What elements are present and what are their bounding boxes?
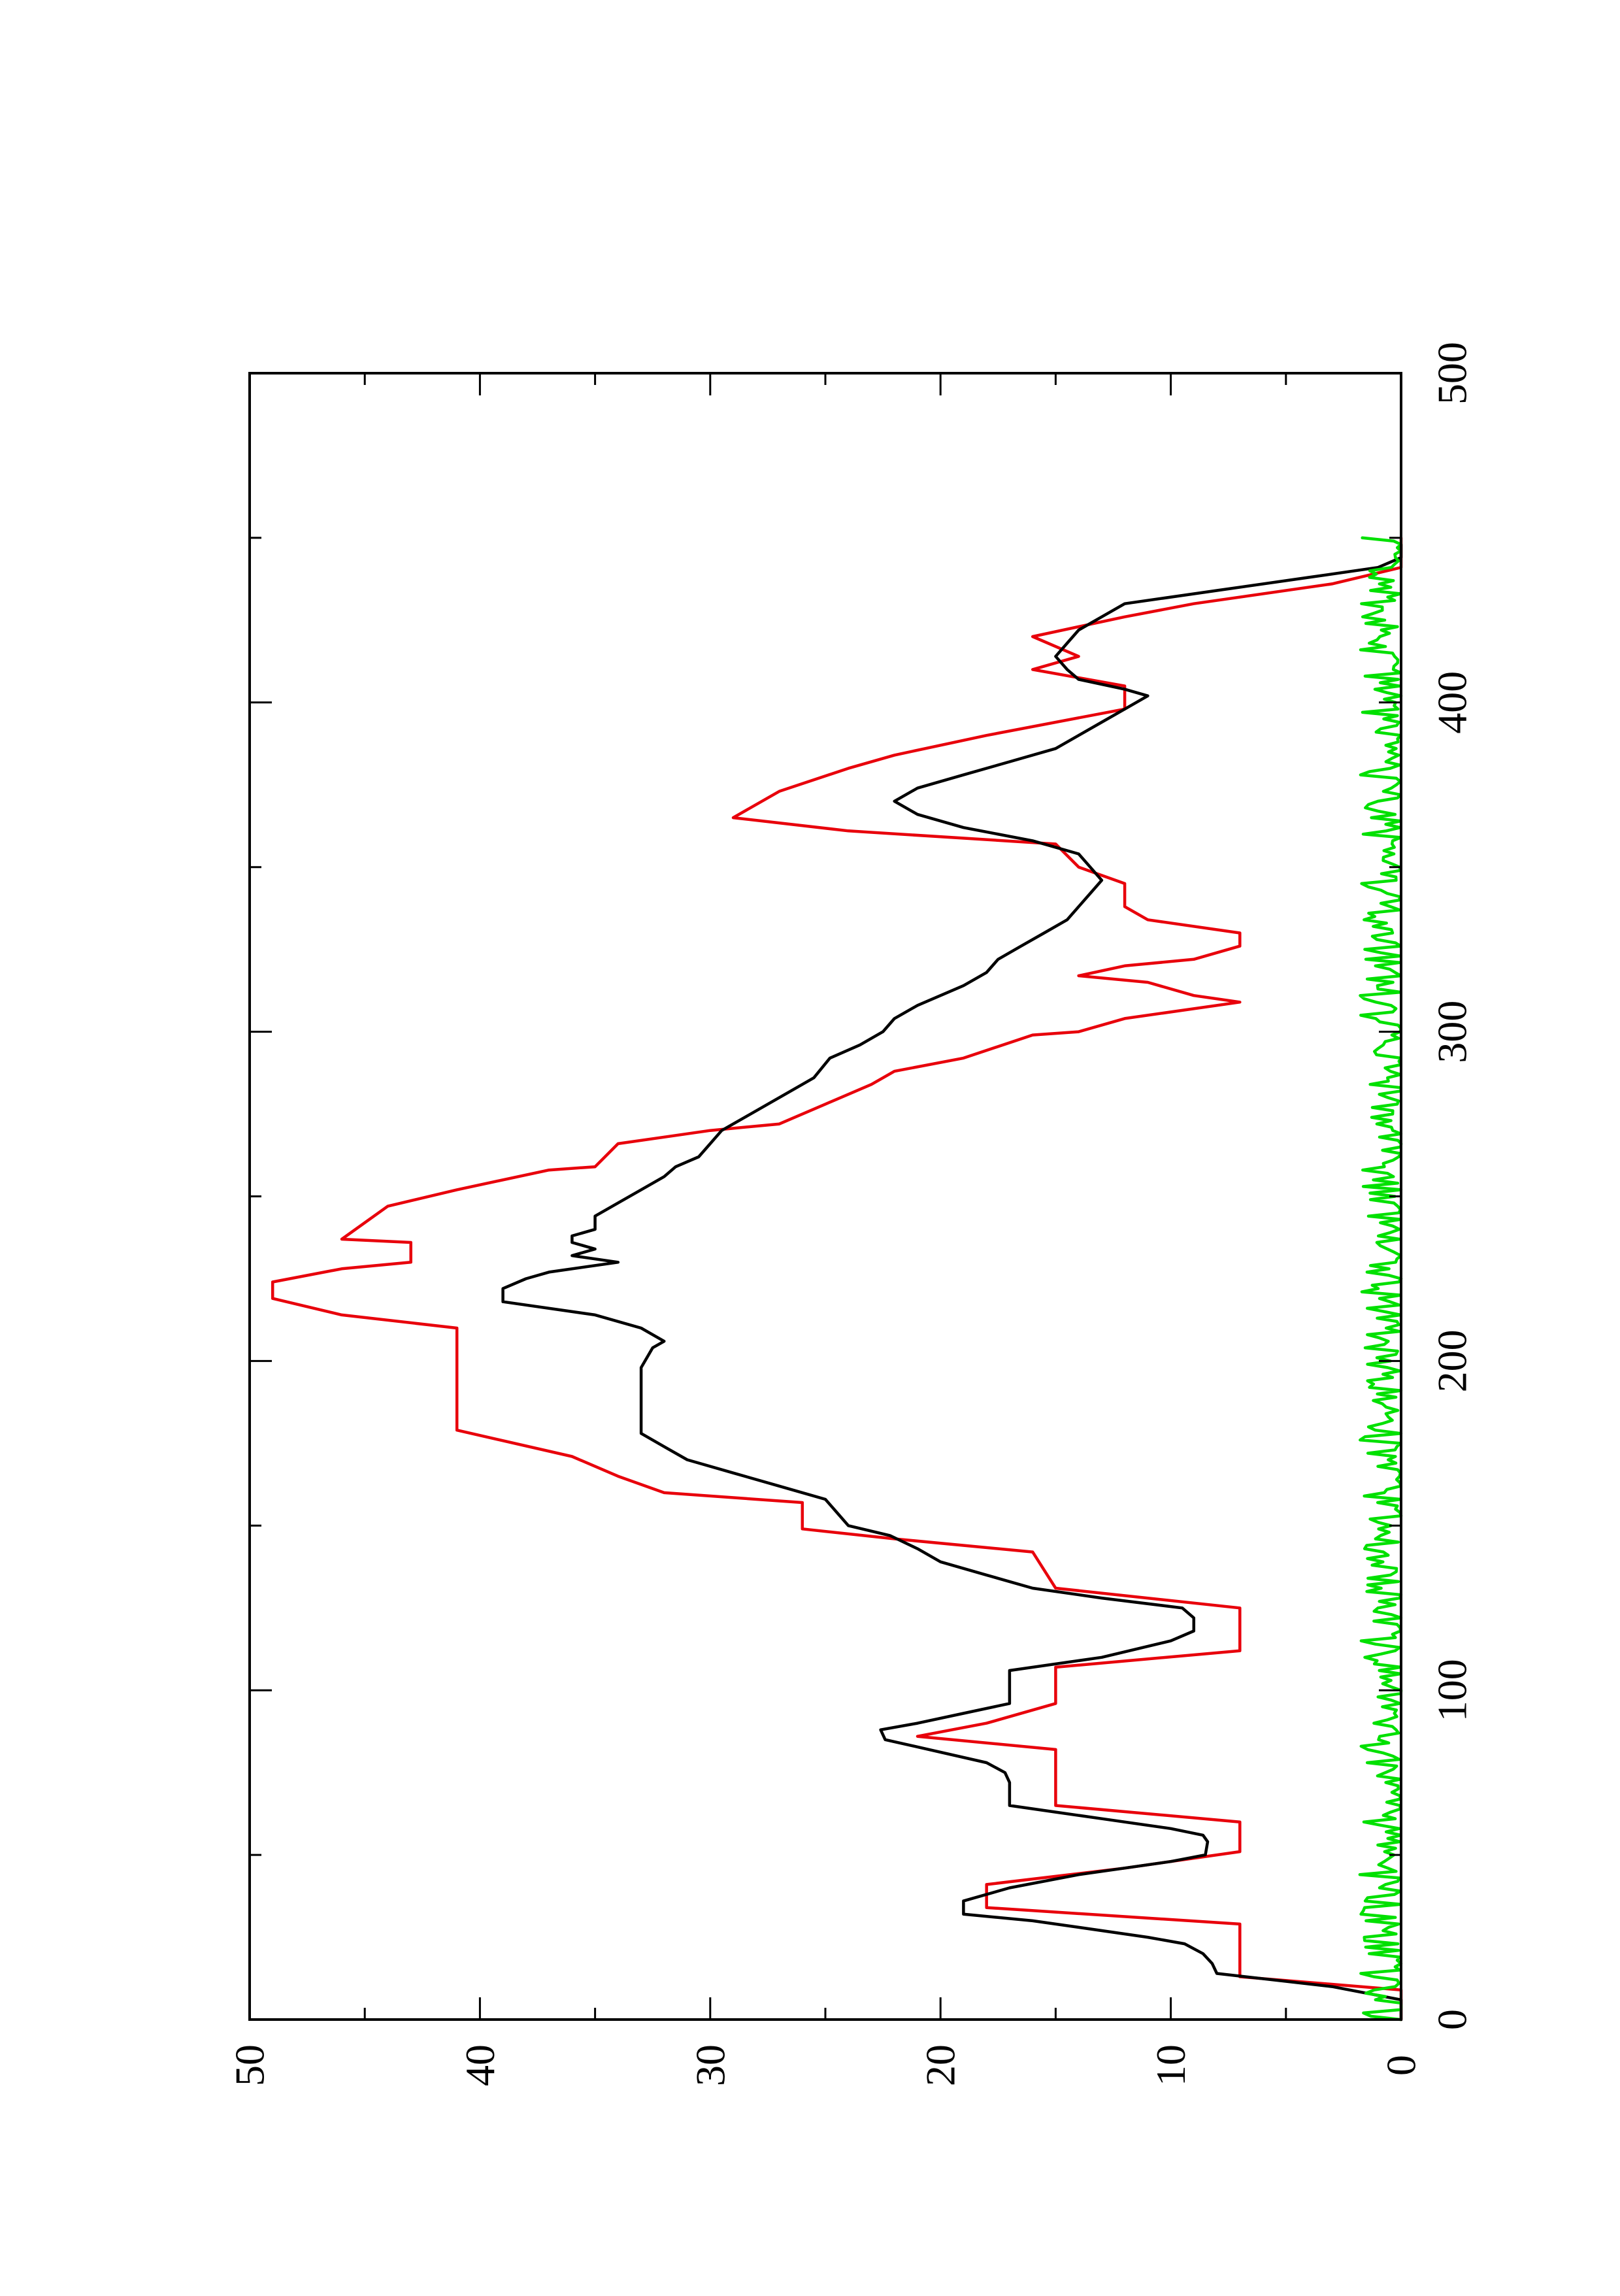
y-tick-label: 40 — [457, 2044, 503, 2086]
series-line-2 — [501, 542, 1403, 2021]
y-tick-label: 0 — [1378, 2055, 1425, 2076]
x-tick-label: 200 — [1429, 1329, 1476, 1392]
y-tick-label: 50 — [227, 2044, 273, 2086]
x-tick-label: 0 — [1429, 2009, 1476, 2030]
x-tick-label: 100 — [1429, 1659, 1476, 1722]
series-line-1 — [271, 536, 1403, 2021]
y-tick-label: 10 — [1148, 2044, 1194, 2086]
x-tick-label: 300 — [1429, 1001, 1476, 1063]
tick-label-layer: 0 100 200 300 400 500 0 10 20 30 40 50 — [227, 342, 1476, 2086]
y-tick-label: 20 — [917, 2044, 964, 2086]
tick-layer — [248, 372, 1402, 2021]
x-tick-label: 500 — [1429, 342, 1476, 405]
x-tick-label: 400 — [1429, 671, 1476, 734]
y-tick-label: 30 — [687, 2044, 733, 2086]
